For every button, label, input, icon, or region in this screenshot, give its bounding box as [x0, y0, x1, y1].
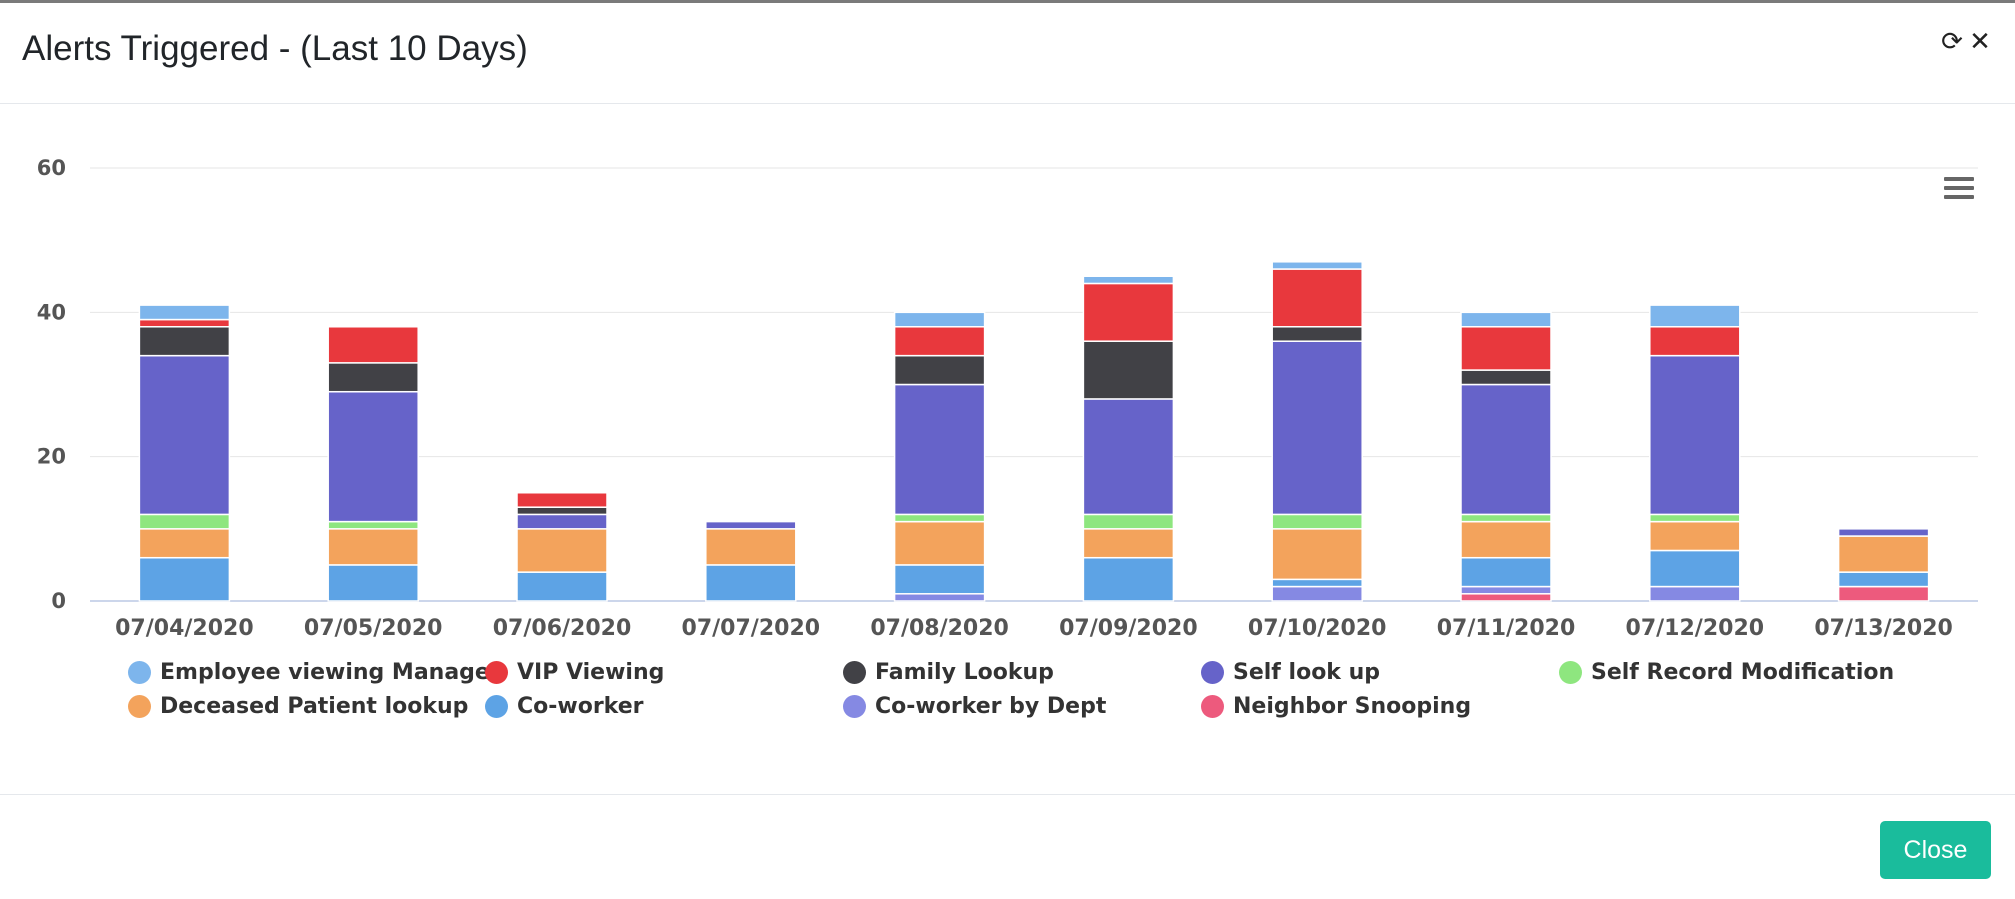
chart-container: 0 20 40 60 07/04/2020 07/05/2020 07/06/2020 07/…	[0, 107, 2015, 792]
x-tick-label: 07/06/2020	[493, 616, 632, 641]
legend-item[interactable]: Deceased Patient lookup	[128, 694, 468, 719]
legend-marker	[843, 695, 866, 718]
bar-segment	[327, 564, 419, 602]
bar-segment	[893, 326, 986, 357]
bar-segment	[327, 528, 419, 566]
bar-segment	[138, 326, 231, 357]
legend-item[interactable]: Co-worker by Dept	[843, 694, 1106, 719]
bar-segment	[893, 520, 986, 566]
legend-label: Family Lookup	[875, 660, 1054, 685]
x-tick-label: 07/11/2020	[1437, 616, 1576, 641]
x-tick-label: 07/07/2020	[682, 616, 821, 641]
bar-segment	[138, 354, 231, 516]
bar-segment	[138, 304, 231, 321]
chart-legend: Employee viewing Manager VIP Viewing Famil…	[0, 107, 2015, 792]
bar-segment	[893, 311, 986, 328]
modal-title: Alerts Triggered - (Last 10 Days)	[22, 29, 528, 68]
bar-segment	[327, 390, 419, 523]
bar-segment	[1082, 398, 1175, 516]
legend-marker	[128, 695, 151, 718]
bar-segment	[516, 492, 608, 508]
x-tick-label: 07/09/2020	[1059, 616, 1198, 641]
x-tick-label: 07/12/2020	[1626, 616, 1765, 641]
legend-label: VIP Viewing	[517, 660, 665, 685]
legend-label: Self Record Modification	[1591, 660, 1895, 685]
legend-marker	[128, 661, 151, 684]
bar-segment	[516, 528, 608, 573]
legend-label: Deceased Patient lookup	[160, 694, 469, 719]
legend-label: Co-worker by Dept	[875, 694, 1107, 719]
legend-marker	[1201, 695, 1224, 718]
bar-segment	[1271, 268, 1363, 328]
x-tick-label: 07/10/2020	[1248, 616, 1387, 641]
x-tick-label: 07/04/2020	[115, 616, 254, 641]
bar-segment	[1082, 556, 1175, 602]
legend-label: Employee viewing Manager	[160, 660, 501, 685]
bar-segment	[1460, 326, 1552, 371]
legend-label: Neighbor Snooping	[1233, 694, 1472, 719]
legend-item[interactable]: VIP Viewing	[485, 660, 664, 685]
hamburger-menu-icon[interactable]	[1944, 177, 1974, 203]
legend-item[interactable]: Employee viewing Manager	[128, 660, 501, 685]
modal-header: Alerts Triggered - (Last 10 Days) ⟳ ✕	[0, 3, 2015, 104]
legend-marker	[843, 661, 866, 684]
legend-label: Self look up	[1233, 660, 1381, 685]
x-tick-label: 07/05/2020	[304, 616, 443, 641]
bar-segment	[893, 383, 986, 516]
bar-segment	[705, 528, 797, 566]
bar-segment	[1271, 261, 1363, 270]
y-tick-label: 60	[37, 156, 66, 180]
close-icon[interactable]: ✕	[1969, 27, 1991, 57]
legend-item[interactable]: Neighbor Snooping	[1201, 694, 1471, 719]
legend-marker	[485, 695, 508, 718]
y-tick-label: 0	[51, 589, 66, 613]
x-tick-label: 07/13/2020	[1814, 616, 1953, 641]
close-button[interactable]: Close	[1880, 821, 1991, 879]
bar-segment	[1271, 528, 1363, 581]
bar-segment	[1460, 383, 1552, 516]
legend-marker	[1559, 661, 1582, 684]
bar-segment	[138, 556, 231, 602]
bar-segment	[1649, 520, 1741, 552]
modal-footer: Close	[0, 794, 2015, 899]
bar-segment	[1649, 304, 1741, 328]
bar-segment	[1837, 528, 1930, 537]
bar-segment	[516, 571, 608, 602]
legend-item[interactable]: Self Record Modification	[1559, 660, 1894, 685]
bar-segment	[1460, 311, 1552, 328]
y-tick-label: 40	[37, 300, 66, 324]
bar-segment	[1460, 520, 1552, 559]
bar-segment	[1837, 535, 1930, 573]
alerts-modal: Alerts Triggered - (Last 10 Days) ⟳ ✕ 0 2…	[0, 3, 2015, 899]
bar-segment	[705, 520, 797, 530]
legend-marker	[1201, 661, 1224, 684]
legend-item[interactable]: Family Lookup	[843, 660, 1054, 685]
legend-item[interactable]: Co-worker	[485, 694, 644, 719]
legend-item[interactable]: Self look up	[1201, 660, 1380, 685]
bar-segment	[1649, 326, 1741, 357]
x-tick-label: 07/08/2020	[870, 616, 1009, 641]
refresh-icon[interactable]: ⟳	[1941, 27, 1963, 57]
bar-segment	[327, 326, 419, 364]
bar-segment	[1082, 275, 1175, 285]
bar-segment	[893, 354, 986, 386]
bar-segment	[1649, 354, 1741, 516]
y-tick-label: 20	[37, 445, 66, 469]
bar-segment	[1082, 282, 1175, 342]
stacked-bar-chart: 0 20 40 60 07/04/2020 07/05/2020 07/06/2020 07/…	[37, 156, 1978, 641]
bar-segment	[893, 564, 986, 595]
legend-label: Co-worker	[517, 694, 644, 719]
legend-marker	[485, 661, 508, 684]
